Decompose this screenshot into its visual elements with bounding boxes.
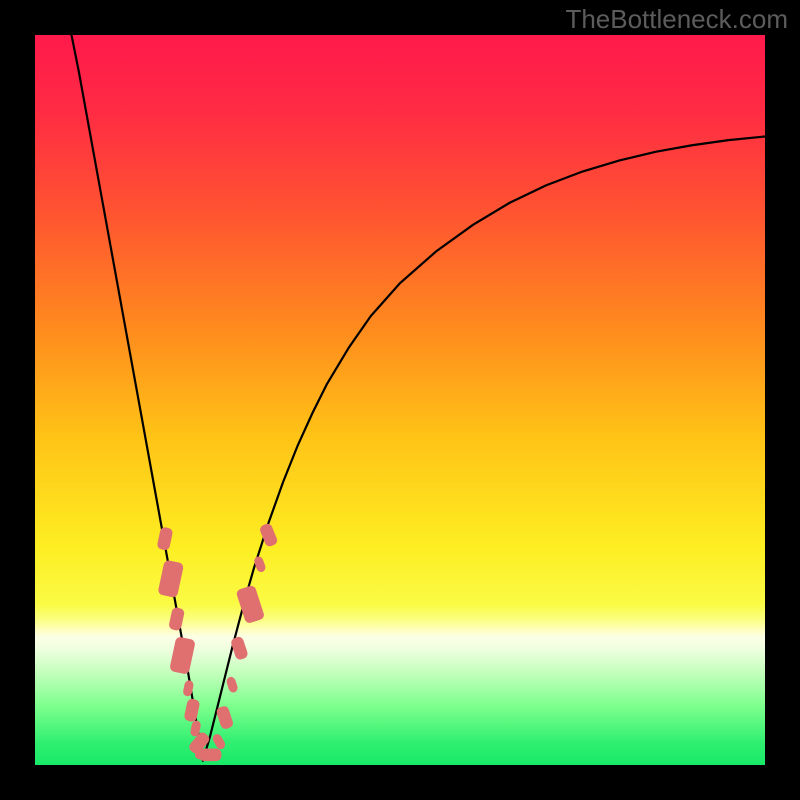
curve-marker: [199, 748, 221, 761]
bottleneck-chart: [0, 0, 800, 800]
gradient-background: [35, 35, 765, 765]
chart-container: TheBottleneck.com: [0, 0, 800, 800]
watermark-text: TheBottleneck.com: [565, 4, 788, 35]
